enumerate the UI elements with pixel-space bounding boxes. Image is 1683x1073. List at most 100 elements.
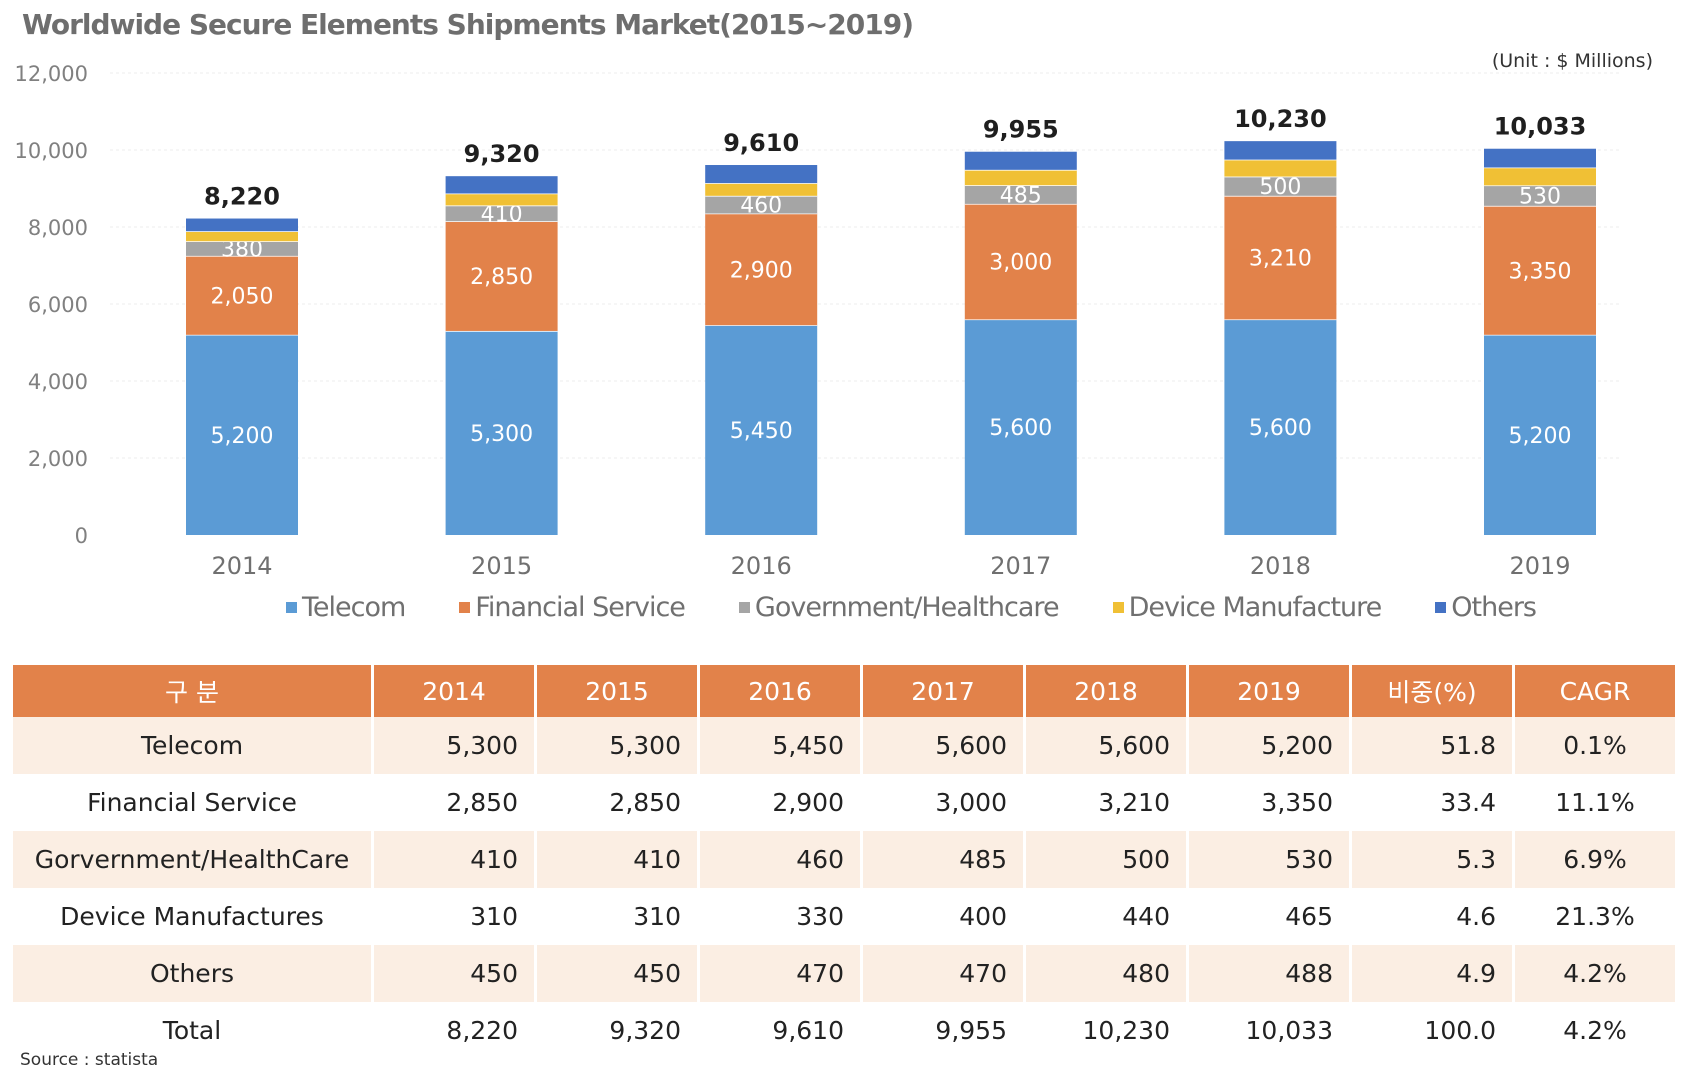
table-cell: Financial Service	[87, 788, 297, 817]
table-cell: 9,955	[935, 1016, 1007, 1045]
stacked-bar-chart: 12,000 10,000 8,000 6,000 4,000 2,000 0 5,200 2,…	[15, 62, 1620, 580]
data-label: 5,600	[989, 416, 1052, 441]
legend-swatch-government-healthcare	[738, 602, 750, 613]
y-tick-label: 8,000	[28, 216, 88, 240]
table-cell: Total	[162, 1016, 222, 1045]
x-tick-label: 2019	[1509, 552, 1570, 580]
bar-segment	[1484, 148, 1596, 168]
table-cell: 8,220	[446, 1016, 518, 1045]
bar-segment	[964, 151, 1077, 170]
bar-segment	[705, 183, 818, 196]
legend-item-others: Others	[1435, 592, 1537, 623]
table-cell: 330	[796, 902, 844, 931]
table-cell: 410	[374, 831, 534, 888]
table-header-cell: 2018	[1026, 665, 1186, 717]
y-tick-label: 4,000	[28, 370, 88, 394]
bar-segment	[186, 241, 298, 256]
table-cell: 10,033	[1245, 1016, 1333, 1045]
total-label: 10,230	[1234, 105, 1327, 133]
chart-legend: Telecom Financial Service Government/Hea…	[286, 592, 1537, 623]
data-label: 485	[1000, 184, 1042, 209]
bar-segment	[964, 169, 1077, 186]
table-cell: Telecom	[13, 717, 371, 774]
legend-label: Telecom	[302, 592, 406, 623]
table-header-cell: 2015	[537, 665, 697, 717]
table-row: Financial Service 2,850 2,850 2,900 3,00…	[13, 774, 1675, 831]
data-label: 530	[1519, 185, 1561, 210]
legend-item-financial-service: Financial Service	[459, 592, 686, 623]
legend-swatch-others	[1435, 602, 1447, 613]
table-cell: 465	[1285, 902, 1333, 931]
table-cell: 470	[700, 945, 860, 1002]
legend-label: Others	[1451, 592, 1537, 623]
table-row: Gorvernment/HealthCare 410 410 460 485 5…	[13, 831, 1675, 888]
unit-label: (Unit : $ Millions)	[1491, 50, 1653, 72]
bar-segment	[445, 221, 558, 331]
table-cell: 460	[700, 831, 860, 888]
table-cell: 5,300	[374, 717, 534, 774]
data-label: 2,050	[211, 284, 274, 309]
bar-segment	[705, 325, 818, 535]
bar-segment	[445, 176, 558, 194]
table-cell: 4.2%	[1563, 1016, 1627, 1045]
table-cell: 5,600	[1026, 717, 1186, 774]
bar-segment	[445, 205, 558, 222]
y-tick-label: 2,000	[28, 447, 88, 471]
table-cell: 470	[863, 945, 1023, 1002]
table-cell: 3,000	[935, 788, 1007, 817]
table-cell: 5,600	[863, 717, 1023, 774]
table-cell: 5,450	[700, 717, 860, 774]
table-cell: 530	[1189, 831, 1349, 888]
table-cell: 100.0	[1424, 1016, 1496, 1045]
data-label: 5,600	[1249, 416, 1312, 441]
bar-segment	[1224, 159, 1337, 177]
y-tick-label: 6,000	[28, 293, 88, 317]
table-cell: 4.6	[1456, 902, 1496, 931]
total-label: 8,220	[204, 183, 280, 211]
table-header-cell: 구 분	[13, 665, 371, 717]
data-label: 460	[740, 194, 782, 219]
table-cell: 2,850	[609, 788, 681, 817]
bar-segment	[705, 195, 818, 214]
data-label: 5,300	[470, 422, 533, 447]
legend-item-government-healthcare: Government/Healthcare	[738, 592, 1060, 623]
bar-segment	[186, 231, 298, 242]
x-tick-label: 2016	[731, 552, 792, 580]
table-cell: 33.4	[1440, 788, 1496, 817]
legend-item-telecom: Telecom	[286, 592, 406, 623]
data-label: 3,350	[1509, 259, 1572, 284]
table-row: Telecom 5,300 5,300 5,450 5,600 5,600 5,…	[13, 717, 1675, 774]
table-cell: 485	[863, 831, 1023, 888]
total-label: 9,610	[723, 129, 799, 157]
table-cell: 488	[1189, 945, 1349, 1002]
table-cell: 4.9	[1352, 945, 1512, 1002]
table-cell: 450	[374, 945, 534, 1002]
table-cell: 21.3%	[1555, 902, 1635, 931]
table-cell: 10,230	[1082, 1016, 1170, 1045]
data-label: 3,210	[1249, 247, 1312, 272]
data-label: 3,000	[989, 251, 1052, 276]
table-cell: 5,300	[537, 717, 697, 774]
data-label: 500	[1259, 175, 1301, 200]
bar-segment	[964, 319, 1077, 535]
y-tick-label: 10,000	[15, 139, 88, 163]
table-cell: 9,320	[609, 1016, 681, 1045]
data-label: 410	[481, 202, 523, 227]
bar-segment	[1484, 185, 1596, 206]
table-cell: 410	[537, 831, 697, 888]
data-label: 2,900	[730, 258, 793, 283]
legend-item-device-manufacture: Device Manufacture	[1112, 592, 1383, 623]
data-label: 5,450	[730, 419, 793, 444]
y-tick-label: 12,000	[15, 62, 88, 86]
table-cell: 4.2%	[1515, 945, 1675, 1002]
source-note: Source : statista	[20, 1050, 159, 1070]
data-label: 2,850	[470, 265, 533, 290]
table-row: Device Manufactures 310 310 330 400 440 …	[13, 888, 1675, 945]
table-cell: 500	[1026, 831, 1186, 888]
x-tick-label: 2015	[471, 552, 532, 580]
legend-label: Device Manufacture	[1128, 592, 1383, 623]
bar-segment	[186, 255, 298, 335]
legend-swatch-device-manufacture	[1112, 602, 1124, 613]
table-cell: 2,850	[446, 788, 518, 817]
legend-swatch-financial-service	[459, 602, 471, 613]
